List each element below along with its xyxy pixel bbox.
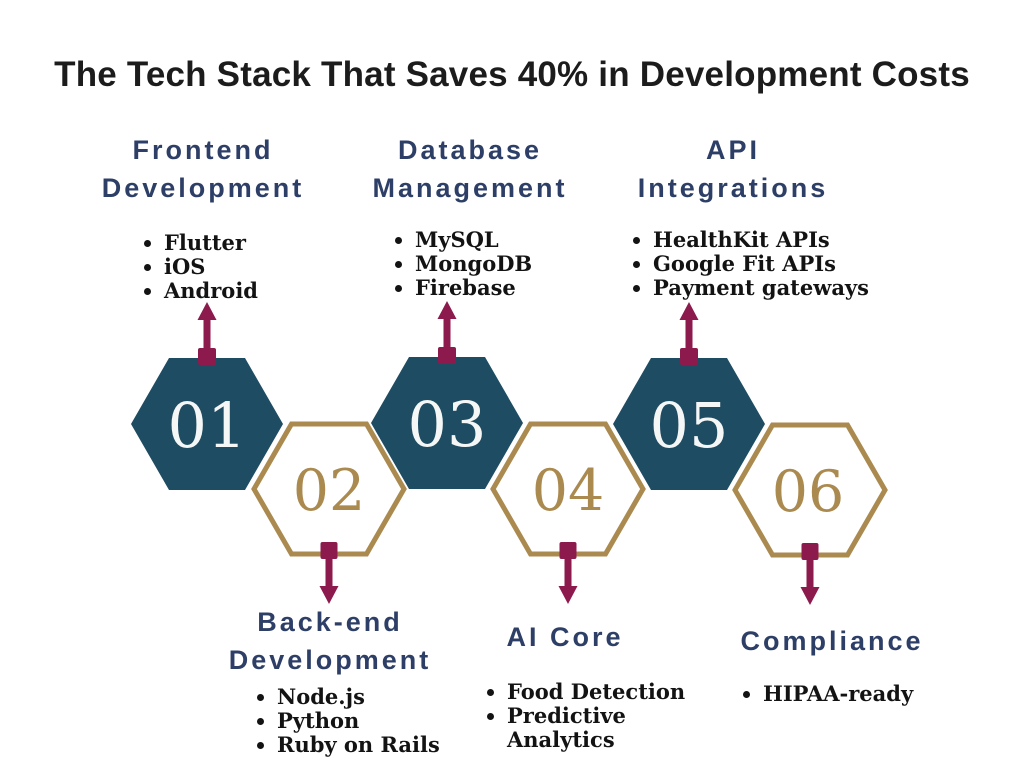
- section-heading-compliance: Compliance: [740, 626, 924, 656]
- hexagon-06: [732, 422, 888, 558]
- arrow-down-icon: [800, 587, 820, 605]
- hexagon-05: [613, 358, 765, 490]
- hexagon-06-number: 06: [772, 459, 845, 525]
- tech-list-api-integrations: HealthKit APIs Google Fit APIs Payment g…: [633, 228, 913, 300]
- tech-list-backend-development: Node.js Python Ruby on Rails: [257, 685, 497, 757]
- list-item: HIPAA-ready: [763, 682, 983, 706]
- list-item: Firebase: [415, 276, 595, 300]
- tech-list-frontend-development: Flutter iOS Android: [144, 231, 334, 303]
- arrow-down-icon: [319, 586, 339, 604]
- arrow-up-icon: [197, 302, 217, 320]
- section-heading-ai-core: AI Core: [506, 622, 624, 652]
- list-item: Ruby on Rails: [277, 733, 497, 757]
- list-item: Food Detection: [507, 680, 707, 704]
- list-item: MongoDB: [415, 252, 595, 276]
- section-heading-api-integrations: API Integrations: [637, 135, 829, 203]
- hexagon-03-number: 03: [408, 388, 487, 461]
- connector-arrow-down-06: [800, 543, 820, 605]
- square-connector: [559, 542, 577, 559]
- hexagon-05-number: 05: [650, 389, 729, 462]
- list-item: Payment gateways: [653, 276, 913, 300]
- section-heading-database-management: Database Management: [372, 135, 568, 203]
- hexagon-01: [131, 358, 283, 490]
- connector-arrow-up-03: [437, 301, 457, 364]
- list-item: Predictive Analytics: [507, 704, 707, 752]
- list-item: Python: [277, 709, 497, 733]
- tech-list-ai-core: Food Detection Predictive Analytics: [487, 680, 707, 752]
- tech-list-compliance: HIPAA-ready: [743, 682, 983, 706]
- section-heading-backend-development: Back-end Development: [228, 607, 432, 675]
- hexagon-02: [251, 421, 407, 557]
- connector-arrow-down-02: [319, 542, 339, 604]
- hexagon-01-number: 01: [168, 389, 247, 462]
- list-item: Google Fit APIs: [653, 252, 913, 276]
- arrow-down-icon: [558, 586, 578, 604]
- page-title: The Tech Stack That Saves 40% in Develop…: [54, 55, 970, 94]
- square-connector: [198, 348, 216, 365]
- hexagon-04: [490, 421, 646, 557]
- list-item: Android: [164, 279, 334, 303]
- square-connector: [680, 348, 698, 365]
- list-item: iOS: [164, 255, 334, 279]
- list-item: MySQL: [415, 228, 595, 252]
- list-item: HealthKit APIs: [653, 228, 913, 252]
- list-item: Flutter: [164, 231, 334, 255]
- connector-arrow-down-04: [558, 542, 578, 604]
- arrow-up-icon: [679, 302, 699, 320]
- hexagon-03: [371, 357, 523, 489]
- connector-arrow-up-05: [679, 302, 699, 365]
- tech-list-database-management: MySQL MongoDB Firebase: [395, 228, 595, 300]
- section-heading-frontend-development: Frontend Development: [101, 135, 305, 203]
- square-connector: [801, 543, 819, 560]
- square-connector: [320, 542, 338, 559]
- hexagon-04-number: 04: [532, 458, 605, 524]
- square-connector: [438, 347, 456, 364]
- hexagon-02-number: 02: [293, 458, 366, 524]
- arrow-up-icon: [437, 301, 457, 319]
- connector-arrow-up-01: [197, 302, 217, 365]
- list-item: Node.js: [277, 685, 497, 709]
